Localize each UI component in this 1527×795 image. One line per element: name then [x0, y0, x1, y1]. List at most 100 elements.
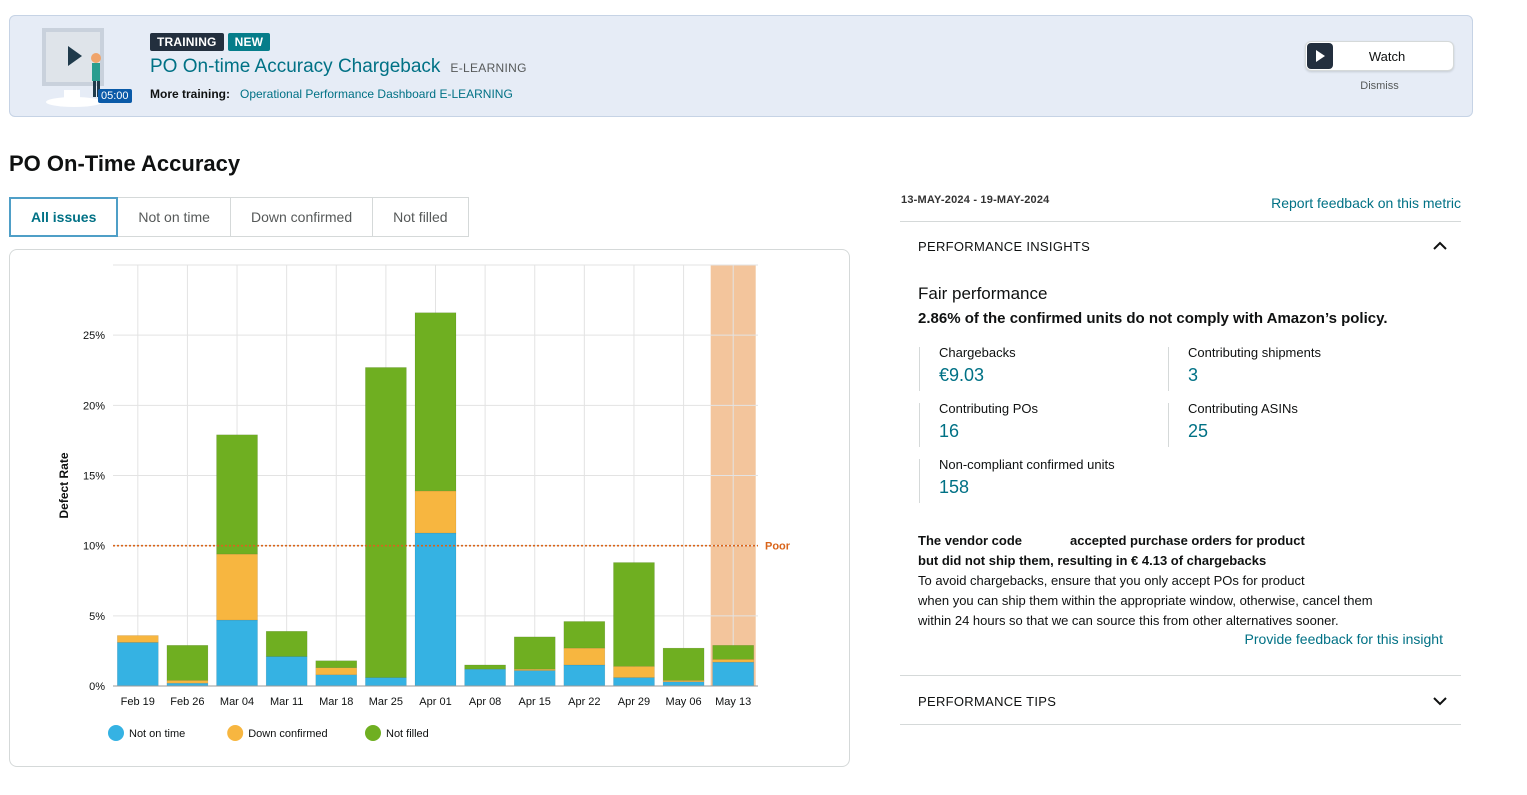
x-tick-label: Feb 26: [170, 696, 204, 708]
tab-not-on-time[interactable]: Not on time: [117, 197, 231, 237]
bar-down-confirmed: [613, 666, 655, 678]
performance-level: Fair performance: [918, 284, 1048, 303]
video-duration-badge: 05:00: [98, 89, 132, 103]
performance-insights-header[interactable]: PERFORMANCE INSIGHTS: [918, 238, 1448, 254]
metric-contributing-asins: Contributing ASINs 25: [1168, 401, 1298, 447]
more-training: More training: Operational Performance D…: [150, 87, 513, 101]
bar-not-filled: [613, 562, 655, 667]
y-tick-label: 10%: [83, 541, 105, 553]
course-type: E-LEARNING: [450, 61, 527, 75]
performance-insights-title: PERFORMANCE INSIGHTS: [918, 238, 1091, 254]
bar-not-on-time: [464, 668, 506, 687]
metric-value: 16: [939, 421, 960, 441]
watch-button[interactable]: Watch: [1305, 41, 1454, 71]
dismiss-link[interactable]: Dismiss: [1360, 80, 1399, 92]
bar-not-filled: [513, 636, 556, 670]
performance-tips-title: PERFORMANCE TIPS: [918, 693, 1057, 709]
chevron-down-icon[interactable]: [1432, 693, 1448, 709]
bar-not-on-time: [613, 677, 655, 687]
report-feedback-link[interactable]: Report feedback on this metric: [1271, 195, 1461, 211]
bar-not-on-time: [513, 670, 556, 687]
metric-label: Chargebacks: [939, 345, 1016, 360]
bar-down-confirmed: [563, 647, 606, 666]
bar-not-on-time: [712, 661, 754, 687]
y-tick-label: 25%: [83, 330, 105, 342]
bar-not-filled: [265, 631, 308, 657]
course-title-link[interactable]: PO On-time Accuracy Chargeback: [150, 56, 441, 77]
bar-not-filled: [365, 367, 407, 678]
bar-not-filled: [662, 647, 705, 681]
badge-row: TRAINING NEW: [150, 33, 271, 51]
defect-rate-chart: 0% 5% 10% 15% 20% 25% Feb 19 Feb 26 Mar 04 Mar 11…: [57, 264, 791, 741]
divider: [900, 221, 1461, 222]
bar-not-on-time: [315, 674, 358, 687]
more-training-link[interactable]: Operational Performance Dashboard: [240, 87, 437, 101]
tab-all-issues[interactable]: All issues: [9, 197, 119, 237]
training-badge: TRAINING: [150, 33, 224, 51]
metric-value: 158: [939, 477, 970, 497]
bar-not-on-time: [563, 664, 606, 687]
divider: [900, 675, 1461, 676]
legend-swatch: [365, 725, 381, 741]
metric-label: Non-compliant confirmed units: [939, 457, 1115, 472]
divider: [900, 724, 1461, 725]
bar-not-on-time: [414, 532, 457, 687]
x-tick-label: Mar 04: [220, 696, 254, 708]
x-tick-label: Mar 11: [270, 696, 303, 708]
legend-swatch: [108, 725, 124, 741]
insight-description: To avoid chargebacks, ensure that you on…: [918, 573, 1373, 628]
bar-not-filled: [216, 434, 258, 555]
bar-down-confirmed: [216, 553, 258, 621]
insight-headline: The vendor code accepted purchase orders …: [918, 533, 1305, 568]
bar-down-confirmed: [414, 490, 457, 534]
training-video-thumbnail[interactable]: [38, 24, 130, 110]
bar-not-filled: [315, 660, 358, 669]
x-tick-label: Mar 25: [369, 696, 403, 708]
y-tick-label: 0%: [89, 681, 105, 693]
bar-down-confirmed: [117, 635, 159, 643]
more-training-label: More training:: [150, 87, 230, 101]
x-tick-label: Apr 08: [469, 696, 501, 708]
metric-value: 3: [1188, 365, 1199, 385]
bar-not-filled: [166, 645, 209, 681]
insight-feedback-link[interactable]: Provide feedback for this insight: [1244, 631, 1443, 647]
issue-tabs: All issues Not on time Down confirmed No…: [9, 197, 469, 237]
bar-not-on-time: [216, 619, 258, 687]
metric-contributing-pos: Contributing POs 16: [919, 401, 1038, 447]
legend-label: Not on time: [129, 728, 185, 740]
metric-contributing-shipments: Contributing shipments 3: [1168, 345, 1321, 391]
bar-down-confirmed: [166, 680, 209, 684]
bar-not-filled: [414, 312, 457, 492]
bar-not-on-time: [265, 656, 308, 687]
course-line: PO On-time Accuracy Chargeback E-LEARNIN…: [150, 56, 527, 78]
metric-label: Contributing ASINs: [1188, 401, 1298, 416]
date-range: 13-MAY-2024 - 19-MAY-2024: [901, 194, 1050, 206]
x-tick-label: May 13: [715, 696, 751, 708]
bar-not-filled: [712, 645, 754, 660]
new-badge: NEW: [227, 33, 271, 51]
metric-value: €9.03: [939, 365, 985, 385]
bar-not-filled: [464, 664, 506, 670]
metric-value: 25: [1188, 421, 1209, 441]
y-axis-label: Defect Rate: [57, 452, 71, 518]
legend-label: Down confirmed: [248, 728, 327, 740]
x-tick-label: May 06: [666, 696, 702, 708]
metric-label: Contributing shipments: [1188, 345, 1321, 360]
performance-tips-header[interactable]: PERFORMANCE TIPS: [918, 693, 1448, 709]
performance-summary: 2.86% of the confirmed units do not comp…: [918, 310, 1388, 327]
metric-non-compliant-units: Non-compliant confirmed units 158: [919, 457, 1115, 503]
watch-button-label: Watch: [1368, 48, 1406, 64]
chevron-up-icon[interactable]: [1432, 238, 1448, 254]
play-icon: [1307, 43, 1333, 69]
y-tick-label: 15%: [83, 471, 105, 483]
y-tick-label: 20%: [83, 400, 105, 412]
more-training-type: E-LEARNING: [439, 87, 513, 101]
x-tick-label: Apr 22: [568, 696, 600, 708]
tab-not-filled[interactable]: Not filled: [372, 197, 469, 237]
x-tick-label: Feb 19: [121, 696, 155, 708]
x-tick-label: Mar 18: [319, 696, 353, 708]
y-tick-label: 5%: [89, 611, 105, 623]
tab-down-confirmed[interactable]: Down confirmed: [229, 197, 374, 237]
bar-not-filled: [563, 621, 606, 649]
training-banner: 05:00 TRAINING NEW PO On-time Accuracy C…: [9, 15, 1473, 117]
